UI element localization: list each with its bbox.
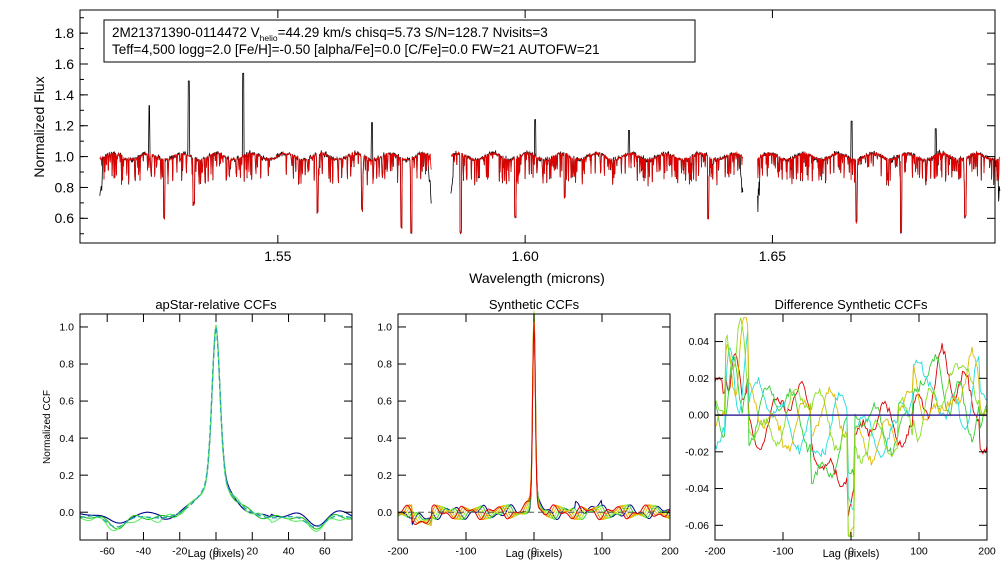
x-tick-label: -40 xyxy=(136,546,151,558)
synth-series-visit-6 xyxy=(397,321,671,526)
y-tick-label: 0.02 xyxy=(689,373,710,385)
spectrum-ticks: 1.55 1.60 1.65 0.6 0.8 1.0 1.2 1.4 1.6 1.8 xyxy=(55,10,995,264)
x-tick-label: 1.55 xyxy=(264,248,291,264)
synth-series-visit-1 xyxy=(397,317,671,526)
spectrum-series xyxy=(99,72,1001,235)
x-tick-label: 40 xyxy=(283,546,295,558)
x-tick-label: 0 xyxy=(848,546,854,558)
y-tick-label: -0.04 xyxy=(685,483,709,495)
spectrum-ylabel: Normalized Flux xyxy=(31,76,47,177)
model-line-1 xyxy=(99,150,432,235)
observed-line-1 xyxy=(99,72,432,234)
diff-series-visit-2 xyxy=(714,354,988,485)
aprel-ylabel: Normalized CCF xyxy=(42,390,53,464)
aprel-series-combined xyxy=(79,326,353,528)
synth-series-visit-5 xyxy=(397,318,671,525)
aprel-xlabel: Lag (pixels) xyxy=(188,548,245,560)
y-tick-label: 0.8 xyxy=(55,179,75,195)
aprel-title: apStar-relative CCFs xyxy=(155,297,277,312)
diff-title: Difference Synthetic CCFs xyxy=(775,297,928,312)
y-tick-label: 0.6 xyxy=(377,396,392,408)
y-tick-label: 0.4 xyxy=(377,433,392,445)
synth-series-visit-3 xyxy=(397,310,671,527)
synth-xlabel: Lag (pixels) xyxy=(506,548,563,560)
y-tick-label: 1.4 xyxy=(55,87,75,103)
y-tick-label: -0.06 xyxy=(685,520,709,532)
x-tick-label: -200 xyxy=(704,546,725,558)
y-tick-label: 0.6 xyxy=(59,396,74,408)
aprel-series-visit-2 xyxy=(79,325,353,530)
spectrum-frame xyxy=(79,9,996,244)
diff-series xyxy=(714,317,988,538)
legend-line-2: Teff=4,500 logg=2.0 [Fe/H]=-0.50 [alpha/… xyxy=(112,42,600,57)
x-tick-label: -200 xyxy=(387,546,408,558)
spectrum-xlabel: Wavelength (microns) xyxy=(469,270,605,286)
x-tick-label: -100 xyxy=(455,546,476,558)
x-tick-label: -60 xyxy=(100,546,115,558)
y-tick-label: 0.2 xyxy=(59,470,74,482)
observed-line-2 xyxy=(450,119,744,235)
model-line-3 xyxy=(757,151,1001,234)
synth-title: Synthetic CCFs xyxy=(489,297,580,312)
legend-line-1: 2M21371390-0114472 Vhelio=44.29 km/s chi… xyxy=(112,25,548,43)
spectrum-panel: 1.55 1.60 1.65 0.6 0.8 1.0 1.2 1.4 1.6 1.8 2M2137… xyxy=(31,9,1001,286)
y-tick-label: 0.0 xyxy=(59,507,74,519)
y-tick-label: 0.2 xyxy=(377,470,392,482)
synth-series-visit-4 xyxy=(397,313,671,526)
y-tick-label: 1.0 xyxy=(55,148,75,164)
y-tick-label: 1.0 xyxy=(59,322,74,334)
x-tick-label: -20 xyxy=(172,546,187,558)
aprel-series xyxy=(79,324,353,532)
x-tick-label: 60 xyxy=(319,546,331,558)
model-line-2 xyxy=(450,150,744,234)
x-tick-label: 1.65 xyxy=(759,248,786,264)
synthetic-ccf-panel: Synthetic CCFs -200 -100 0 100 200 0.0 0.2 0.4 0… xyxy=(377,297,679,560)
y-tick-label: -0.02 xyxy=(685,446,709,458)
aprel-ticks: -60 -40 -20 0 20 40 60 0.0 0.2 0.4 0.6 0.8 1.0 xyxy=(59,314,352,558)
y-tick-label: 1.2 xyxy=(55,118,75,134)
diff-ticks: -200 -100 0 100 200 -0.06 -0.04 -0.02 0.00 0.02 0.… xyxy=(685,314,996,558)
y-tick-label: 0.0 xyxy=(377,507,392,519)
aprel-frame xyxy=(79,313,353,541)
y-tick-label: 1.6 xyxy=(55,56,75,72)
x-tick-label: 1.60 xyxy=(512,248,539,264)
synth-ticks: -200 -100 0 100 200 0.0 0.2 0.4 0.6 0.8 1.0 xyxy=(377,314,679,558)
y-tick-label: 0.00 xyxy=(689,410,710,422)
x-tick-label: 100 xyxy=(593,546,611,558)
observed-line-3 xyxy=(757,120,1001,234)
y-tick-label: 0.8 xyxy=(377,359,392,371)
x-tick-label: 100 xyxy=(910,546,928,558)
diff-series-visit-4 xyxy=(714,317,988,538)
y-tick-label: 0.04 xyxy=(689,336,710,348)
x-tick-label: -100 xyxy=(772,546,793,558)
y-tick-label: 1.0 xyxy=(377,322,392,334)
diff-xlabel: Lag (pixels) xyxy=(823,548,880,560)
difference-ccf-panel: Difference Synthetic CCFs -200 -100 0 100 20… xyxy=(685,297,996,560)
synth-series xyxy=(397,310,671,527)
y-tick-label: 1.8 xyxy=(55,25,75,41)
spectrum-legend-box xyxy=(103,19,696,63)
aprel-series-visit-3 xyxy=(79,324,353,532)
aprel-ccf-panel: apStar-relative CCFs -60 -40 -20 0 20 40 60 0.0… xyxy=(42,297,353,560)
y-tick-label: 0.4 xyxy=(59,433,74,445)
x-tick-label: 0 xyxy=(531,546,537,558)
x-tick-label: 20 xyxy=(246,546,258,558)
x-tick-label: 200 xyxy=(978,546,996,558)
aprel-series-visit-1 xyxy=(79,326,353,527)
x-tick-label: 200 xyxy=(661,546,679,558)
y-tick-label: 0.8 xyxy=(59,359,74,371)
x-tick-label: 0 xyxy=(213,546,219,558)
y-tick-label: 0.6 xyxy=(55,210,75,226)
diff-series-visit-3 xyxy=(714,331,988,511)
synth-series-visit-2 xyxy=(397,312,671,524)
